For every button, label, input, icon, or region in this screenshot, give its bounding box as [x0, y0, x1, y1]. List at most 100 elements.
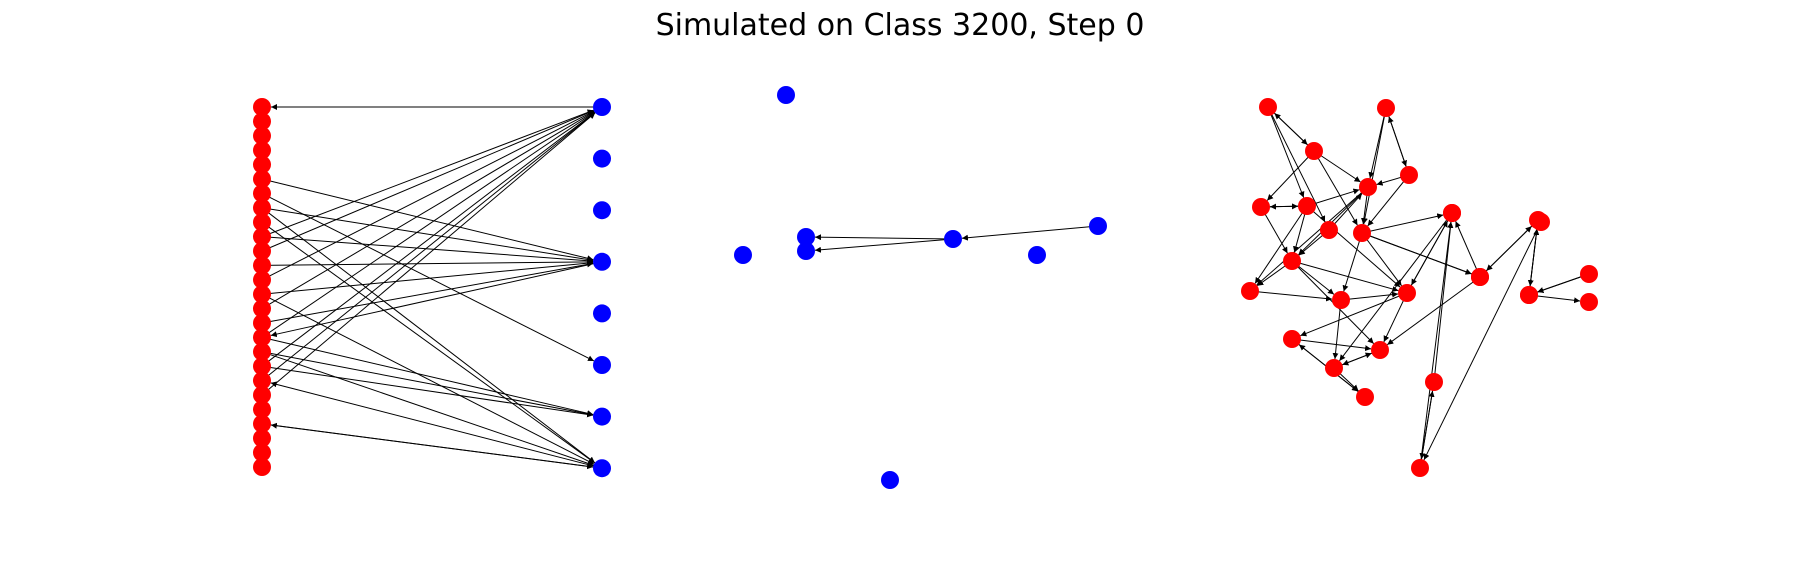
node-g8	[1353, 224, 1371, 242]
node-n1	[734, 246, 752, 264]
node-b2	[593, 201, 611, 220]
node-g26	[1520, 286, 1538, 304]
edge-g13-g16	[1339, 212, 1453, 362]
edge-layer	[261, 104, 603, 470]
node-r1	[253, 112, 271, 131]
edge-g6-g10	[1256, 186, 1369, 286]
edge-r13-b3	[261, 260, 594, 295]
node-g20	[1411, 459, 1429, 477]
edge-r18-b6	[261, 365, 594, 418]
edge-g15-g17	[1291, 338, 1372, 352]
node-r12	[253, 270, 271, 289]
figure-title: Simulated on Class 3200, Step 0	[655, 8, 1145, 43]
edge-g3-g2	[1388, 116, 1410, 176]
node-r9	[253, 227, 271, 246]
node-r6	[253, 184, 271, 203]
edge-r17-b6	[261, 351, 594, 417]
node-r16	[253, 328, 271, 347]
edge-r20-b0	[261, 112, 596, 396]
node-r17	[253, 342, 271, 361]
node-g2	[1377, 99, 1395, 117]
edge-g0-g5	[1267, 106, 1305, 198]
node-g1	[1305, 142, 1323, 160]
node-b7	[593, 459, 611, 478]
edge-r12-b0	[261, 110, 595, 281]
node-g21	[1443, 204, 1461, 222]
edge-g5-g12	[1306, 205, 1401, 288]
node-layer	[1241, 98, 1598, 477]
node-layer	[253, 98, 611, 478]
edge-n4-n2	[814, 234, 954, 241]
node-n4	[944, 230, 962, 248]
edge-g10-g11	[1249, 290, 1333, 302]
node-g11	[1332, 291, 1350, 309]
edge-r8-b7	[261, 221, 596, 464]
blue-scatter-panel	[734, 86, 1107, 489]
edge-g9-g12	[1291, 260, 1399, 292]
edge-g12-g15	[1300, 292, 1408, 337]
edge-g5-g10	[1254, 205, 1308, 284]
node-g17	[1371, 341, 1389, 359]
node-r7	[253, 198, 271, 217]
edge-g2-g8	[1361, 107, 1387, 225]
node-n5	[1028, 246, 1046, 264]
edge-b7-r22	[270, 422, 603, 469]
edge-g12-g17	[1383, 292, 1408, 343]
edge-r16-b6	[261, 336, 594, 417]
node-g16	[1325, 359, 1343, 377]
node-g23	[1471, 268, 1489, 286]
edge-r17-b7	[261, 351, 594, 467]
node-n3	[797, 242, 815, 260]
edge-r11-b3	[261, 258, 594, 266]
node-r22	[253, 414, 271, 433]
node-b3	[593, 252, 611, 271]
node-b5	[593, 356, 611, 374]
node-g9	[1283, 252, 1301, 270]
node-g7	[1320, 221, 1338, 239]
node-r15	[253, 314, 271, 332]
red-network-panel	[1241, 98, 1598, 477]
node-r8	[253, 213, 271, 232]
edge-g8-g11	[1342, 232, 1363, 292]
node-r3	[253, 141, 271, 160]
edge-r7-b3	[261, 207, 594, 263]
edge-r14-b0	[261, 111, 595, 310]
node-r4	[253, 155, 271, 174]
edge-r7-b7	[261, 207, 596, 464]
edge-r10-b0	[261, 110, 594, 252]
edge-b3-r16	[270, 261, 603, 338]
edge-g14-g17	[1386, 276, 1481, 346]
node-r2	[253, 126, 271, 145]
node-r24	[253, 443, 271, 462]
node-r14	[253, 299, 271, 318]
edge-g19-g13	[1433, 221, 1454, 383]
node-g27	[1580, 265, 1598, 283]
node-r10	[253, 242, 271, 260]
edge-g0-g7	[1267, 106, 1326, 223]
node-r21	[253, 400, 271, 419]
edge-b7-r19	[270, 381, 603, 469]
edge-g27-g25	[1537, 273, 1590, 293]
node-g6	[1359, 178, 1377, 196]
edge-g6-g9	[1298, 186, 1369, 256]
edge-g26-g24	[1528, 228, 1540, 296]
node-g15	[1283, 330, 1301, 348]
edge-g11-g12	[1340, 291, 1399, 301]
edge-g5-g6	[1306, 188, 1360, 207]
edge-n4-n3	[814, 238, 954, 253]
edge-r15-b3	[261, 261, 594, 324]
node-g0	[1259, 98, 1277, 116]
node-g19	[1425, 373, 1443, 391]
edge-g13-g12	[1410, 212, 1453, 286]
edge-g8-g23	[1361, 232, 1472, 275]
node-r18	[253, 357, 271, 376]
edge-g14-g13	[1455, 221, 1481, 278]
edge-n6-n4	[961, 225, 1099, 241]
node-b4	[593, 304, 611, 323]
edge-r13-b7	[261, 293, 595, 465]
node-g4	[1252, 198, 1270, 216]
edge-g1-g0	[1274, 112, 1315, 152]
edge-g1-g8	[1313, 150, 1358, 226]
edge-layer	[814, 225, 1099, 253]
